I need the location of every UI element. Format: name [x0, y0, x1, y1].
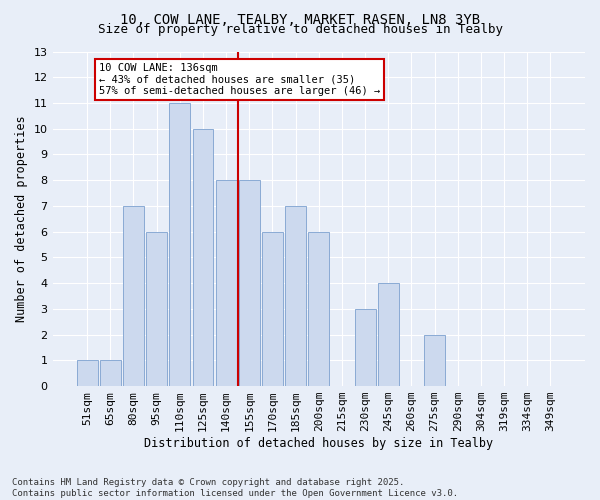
Bar: [378, 283, 398, 386]
Text: 10 COW LANE: 136sqm
← 43% of detached houses are smaller (35)
57% of semi-detach: 10 COW LANE: 136sqm ← 43% of detached ho…: [99, 63, 380, 96]
Bar: [216, 180, 236, 386]
Bar: [146, 232, 167, 386]
Text: Contains HM Land Registry data © Crown copyright and database right 2025.
Contai: Contains HM Land Registry data © Crown c…: [12, 478, 458, 498]
Bar: [193, 128, 214, 386]
Bar: [123, 206, 144, 386]
Bar: [424, 334, 445, 386]
Bar: [285, 206, 306, 386]
Bar: [308, 232, 329, 386]
Bar: [239, 180, 260, 386]
Y-axis label: Number of detached properties: Number of detached properties: [15, 116, 28, 322]
Bar: [169, 103, 190, 386]
Text: 10, COW LANE, TEALBY, MARKET RASEN, LN8 3YB: 10, COW LANE, TEALBY, MARKET RASEN, LN8 …: [120, 12, 480, 26]
Text: Size of property relative to detached houses in Tealby: Size of property relative to detached ho…: [97, 22, 503, 36]
Bar: [100, 360, 121, 386]
Bar: [355, 309, 376, 386]
Bar: [77, 360, 98, 386]
X-axis label: Distribution of detached houses by size in Tealby: Distribution of detached houses by size …: [144, 437, 493, 450]
Bar: [262, 232, 283, 386]
